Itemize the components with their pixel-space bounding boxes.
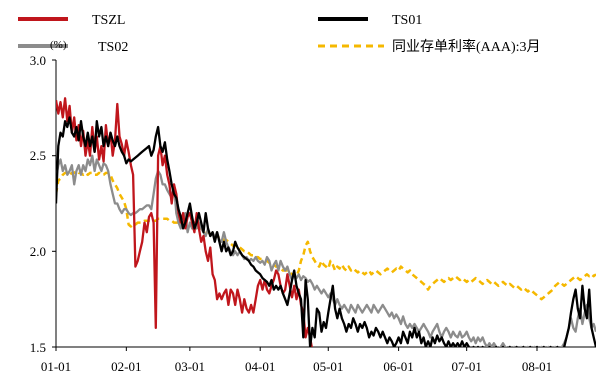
legend-label-ncd-aaa-3m: 同业存单利率(AAA):3月 [392, 38, 541, 55]
x-tick: 01-01 [41, 347, 71, 374]
legend-label-ts02: TS02 [98, 40, 128, 55]
series-line-ncd-aaa-3m [56, 169, 596, 301]
y-tick-label: 2.0 [30, 244, 46, 259]
y-tick-label: 2.5 [30, 148, 46, 163]
legend: TSZL TS01 TS02 同业存单利率(AAA):3月 [18, 13, 541, 55]
x-tick-label: 06-01 [383, 359, 413, 374]
y-tick-label: 1.5 [30, 340, 46, 355]
x-tick-label: 02-01 [111, 359, 141, 374]
x-tick: 02-01 [111, 347, 142, 374]
series-line-ts02 [56, 154, 596, 347]
x-tick: 08-01 [522, 347, 552, 374]
y-axis: 1.5 2.0 2.5 3.0 [30, 53, 56, 355]
x-axis: 01-01 02-01 03-01 04-01 05-01 06-01 07-0… [41, 347, 552, 374]
legend-label-ts01: TS01 [392, 13, 422, 28]
y-axis-unit-label: (%) [50, 39, 67, 51]
x-tick: 06-01 [383, 347, 414, 374]
x-tick: 03-01 [175, 347, 205, 374]
x-tick-label: 08-01 [522, 359, 552, 374]
y-tick-label: 3.0 [30, 53, 46, 68]
series-line-ts01 [56, 116, 596, 347]
x-tick: 07-01 [452, 347, 482, 374]
series-line-tszl [56, 97, 313, 347]
x-tick-label: 05-01 [313, 359, 343, 374]
x-tick: 04-01 [245, 347, 275, 374]
x-tick-label: 07-01 [452, 359, 482, 374]
x-tick-label: 03-01 [175, 359, 205, 374]
x-tick-label: 04-01 [245, 359, 275, 374]
legend-label-tszl: TSZL [92, 13, 125, 28]
x-tick-label: 01-01 [41, 359, 71, 374]
x-tick: 05-01 [313, 347, 343, 374]
series-layer [56, 97, 596, 347]
